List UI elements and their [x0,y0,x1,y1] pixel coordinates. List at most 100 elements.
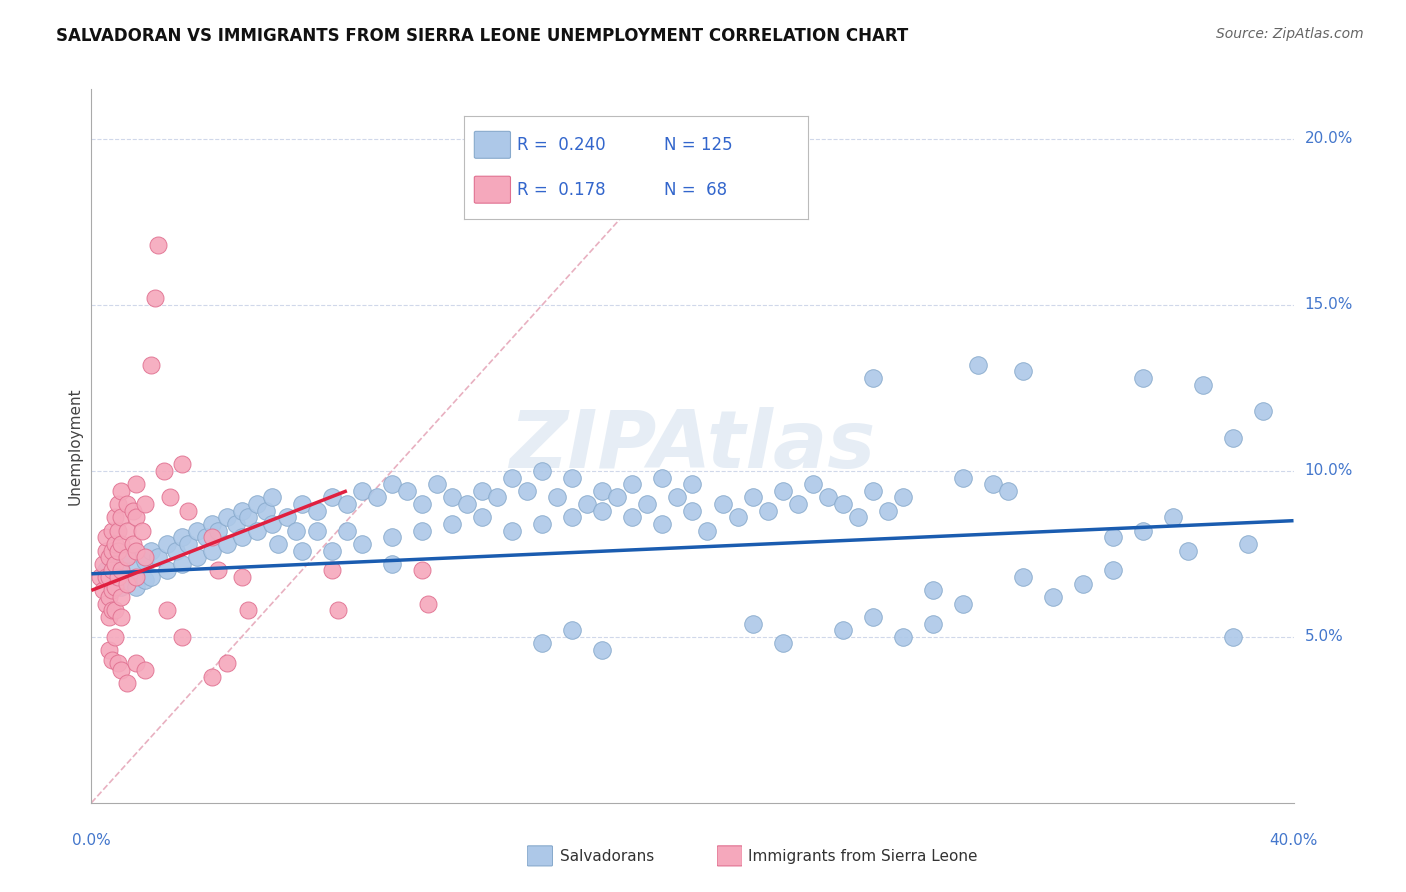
Point [201,670,224,684]
Point [101,564,124,578]
Point [471,510,494,524]
Point [236,510,259,524]
Point [117,524,139,538]
Point [117,576,139,591]
Point [152,464,174,478]
Point [170,557,193,571]
Point [276,510,298,524]
Point [862,610,884,624]
Point [952,597,974,611]
Point [561,510,583,524]
Text: R =  0.240: R = 0.240 [517,136,606,153]
Point [531,516,554,531]
Point [981,477,1004,491]
Text: Source: ZipAtlas.com: Source: ZipAtlas.com [1216,27,1364,41]
Point [772,636,794,650]
FancyBboxPatch shape [527,846,553,866]
Point [125,564,148,578]
Point [104,537,127,551]
Point [576,497,599,511]
Text: 0.0%: 0.0% [72,833,111,848]
Point [591,483,613,498]
Point [862,371,884,385]
Point [125,570,148,584]
Point [96,543,118,558]
Point [801,477,824,491]
Point [170,457,193,471]
Point [125,543,148,558]
Point [134,550,156,565]
Point [681,477,703,491]
Point [104,557,127,571]
Point [143,291,166,305]
Point [110,610,132,624]
Point [546,491,568,505]
Point [117,676,139,690]
Point [381,477,404,491]
Point [1071,576,1094,591]
Point [621,477,644,491]
Point [96,570,118,584]
Point [125,477,148,491]
Point [159,491,181,505]
Point [831,624,853,638]
Text: 20.0%: 20.0% [1305,131,1353,146]
Point [260,516,283,531]
Point [741,491,763,505]
Point [125,580,148,594]
Point [93,557,115,571]
Point [122,537,145,551]
Point [862,483,884,498]
Point [101,583,124,598]
Point [591,643,613,657]
Point [104,630,127,644]
Point [98,643,121,657]
Point [146,550,169,565]
Point [395,483,418,498]
Point [1012,570,1035,584]
Point [134,553,156,567]
Point [876,504,898,518]
Point [284,524,307,538]
Text: N = 125: N = 125 [664,136,733,153]
Point [201,530,224,544]
Point [516,483,538,498]
Point [194,530,217,544]
Point [215,510,238,524]
Point [1161,510,1184,524]
Point [110,580,132,594]
Point [96,530,118,544]
Point [201,543,224,558]
Point [1132,524,1154,538]
Point [101,524,124,538]
Point [98,610,121,624]
Point [997,483,1019,498]
Point [101,603,124,617]
Point [155,603,177,617]
Point [231,504,253,518]
Point [440,516,463,531]
Point [1177,543,1199,558]
Point [305,504,328,518]
Point [681,504,703,518]
Point [155,537,177,551]
Text: 10.0%: 10.0% [1305,463,1353,478]
Point [141,570,163,584]
Point [321,564,343,578]
Point [267,537,290,551]
Point [107,543,129,558]
Point [326,603,349,617]
Point [165,543,187,558]
Point [215,537,238,551]
Point [117,497,139,511]
Text: N =  68: N = 68 [664,181,727,199]
Point [381,557,404,571]
Point [666,491,689,505]
Point [651,470,673,484]
Point [107,570,129,584]
Point [621,510,644,524]
Point [110,663,132,677]
Point [321,491,343,505]
Point [416,597,439,611]
Point [110,557,132,571]
